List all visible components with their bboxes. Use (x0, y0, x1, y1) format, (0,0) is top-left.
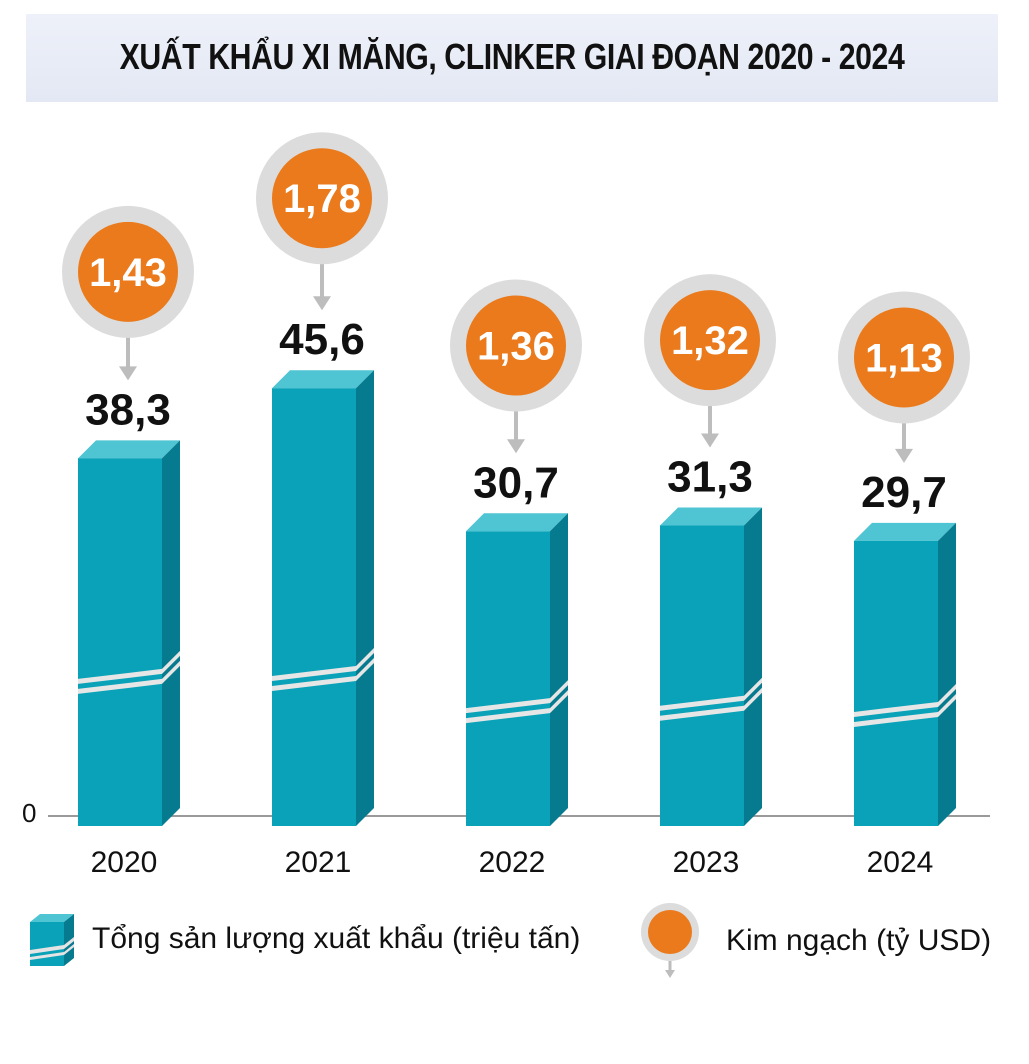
bubble-value-label-2022: 1,36 (477, 325, 555, 369)
bar-group-2022: 30,7 2022 (466, 458, 568, 879)
bar-value-label-2021: 45,6 (279, 315, 365, 364)
bars-layer: 38,3 2020 45,6 2021 30,7 2022 31,3 2023 29,7 2024 (78, 315, 956, 879)
bar-side-2020 (162, 440, 180, 826)
value-bubble-2022: 1,36 (450, 279, 582, 454)
title-band: XUẤT KHẨU XI MĂNG, CLINKER GIAI ĐOẠN 202… (26, 14, 998, 102)
bar-group-2020: 38,3 2020 (78, 385, 180, 879)
bar-value-label-2020: 38,3 (85, 385, 171, 434)
bar-group-2023: 31,3 2023 (660, 453, 762, 879)
bar-group-2021: 45,6 2021 (272, 315, 374, 879)
bubble-disc-2022 (466, 295, 566, 396)
bar-side-2021 (356, 370, 374, 826)
value-bubble-2023: 1,32 (644, 274, 776, 448)
bubble-value-label-2023: 1,32 (671, 319, 749, 363)
bubble-pointer-arrow-2020 (119, 366, 137, 381)
legend-bar-icon (30, 914, 74, 966)
bar-top-2021 (272, 370, 374, 389)
bar-break-stripe-2020-1 (78, 660, 180, 694)
bar-break-stripe-2023-1 (660, 687, 762, 721)
legend-volume-label: Tổng sản lượng xuất khẩu (triệu tấn) (92, 922, 581, 955)
chart-title: XUẤT KHẨU XI MĂNG, CLINKER GIAI ĐOẠN 202… (119, 36, 905, 77)
bubble-disc-2020 (78, 221, 178, 322)
bar-top-2020 (78, 440, 180, 459)
bar-value-label-2024: 29,7 (861, 468, 947, 517)
legend-value: Kim ngạch (tỷ USD) (640, 902, 991, 980)
value-bubble-2020: 1,43 (62, 205, 194, 381)
bar-value-label-2023: 31,3 (667, 453, 753, 502)
bar-side-2022 (550, 513, 568, 826)
value-bubble-2024: 1,13 (838, 291, 970, 463)
bar-break-stripe-2024-1 (854, 693, 956, 727)
bar-2021 (272, 388, 356, 826)
bar-top-2022 (466, 513, 568, 532)
bar-break-stripe-2022-1 (466, 690, 568, 724)
legend-volume: Tổng sản lượng xuất khẩu (triệu tấn) (30, 912, 580, 966)
bar-2023 (660, 525, 744, 826)
category-label-2022: 2022 (479, 846, 546, 879)
bar-side-2024 (938, 522, 956, 826)
bar-break-stripe-2021-0 (272, 648, 374, 681)
bar-break-stripe-2020-0 (78, 650, 180, 684)
category-label-2021: 2021 (285, 846, 352, 879)
bar-group-2024: 29,7 2024 (854, 468, 956, 879)
bubble-pointer-arrow-2024 (895, 448, 913, 463)
bubble-value-label-2024: 1,13 (865, 336, 943, 380)
bubble-disc-2023 (660, 290, 760, 391)
bar-2022 (466, 531, 550, 826)
bubble-value-label-2021: 1,78 (283, 177, 361, 221)
bar-top-2023 (660, 507, 762, 526)
bubble-value-label-2020: 1,43 (89, 251, 167, 295)
legend-value-label: Kim ngạch (tỷ USD) (726, 924, 992, 957)
bubble-disc-2021 (272, 148, 372, 249)
bubble-pointer-arrow-2022 (507, 439, 525, 454)
bar-break-stripe-2022-0 (466, 680, 568, 714)
bubble-pointer-arrow-2023 (701, 433, 719, 448)
bubbles-layer: 1,43 1,78 1,36 1,32 1,13 (62, 132, 970, 463)
bar-break-stripe-2023-0 (660, 677, 762, 711)
bubble-pointer-arrow-2021 (313, 296, 331, 311)
value-bubble-2021: 1,78 (256, 132, 388, 311)
bar-side-2023 (744, 507, 762, 826)
zero-label: 0 (22, 798, 36, 828)
bar-2020 (78, 458, 162, 826)
bar-break-stripe-2024-0 (854, 683, 956, 717)
bubble-disc-2024 (854, 307, 954, 408)
bar-top-2024 (854, 522, 956, 541)
bar-2024 (854, 540, 938, 826)
bar-break-stripe-2021-1 (272, 658, 374, 691)
category-label-2024: 2024 (867, 846, 934, 879)
category-label-2020: 2020 (91, 846, 158, 879)
legend-bubble-icon (641, 903, 699, 978)
category-label-2023: 2023 (673, 846, 740, 879)
bar-value-label-2022: 30,7 (473, 458, 559, 507)
